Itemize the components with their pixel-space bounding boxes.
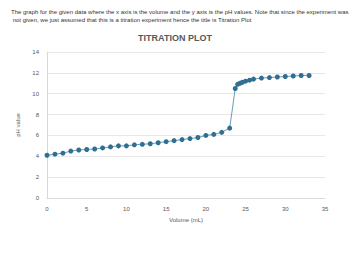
svg-text:8: 8 <box>36 112 40 118</box>
svg-text:pH value: pH value <box>15 113 21 137</box>
svg-text:not given, we just assumed tha: not given, we just assumed that this is … <box>11 17 252 23</box>
svg-text:12: 12 <box>32 70 39 76</box>
svg-text:The graph for the given data w: The graph for the given data where the x… <box>11 9 349 15</box>
svg-text:6: 6 <box>36 132 40 138</box>
svg-text:4: 4 <box>36 153 40 159</box>
svg-text:2: 2 <box>36 174 40 180</box>
svg-text:5: 5 <box>85 206 89 212</box>
svg-text:35: 35 <box>322 206 329 212</box>
svg-text:20: 20 <box>203 206 210 212</box>
svg-text:15: 15 <box>163 206 170 212</box>
svg-text:Volume (mL): Volume (mL) <box>169 217 203 223</box>
svg-text:14: 14 <box>32 49 39 55</box>
svg-text:30: 30 <box>282 206 289 212</box>
svg-text:10: 10 <box>123 206 130 212</box>
svg-text:25: 25 <box>242 206 249 212</box>
svg-text:TITRATION PLOT: TITRATION PLOT <box>138 33 212 43</box>
svg-text:10: 10 <box>32 91 39 97</box>
svg-text:0: 0 <box>36 195 40 201</box>
svg-text:0: 0 <box>45 206 49 212</box>
